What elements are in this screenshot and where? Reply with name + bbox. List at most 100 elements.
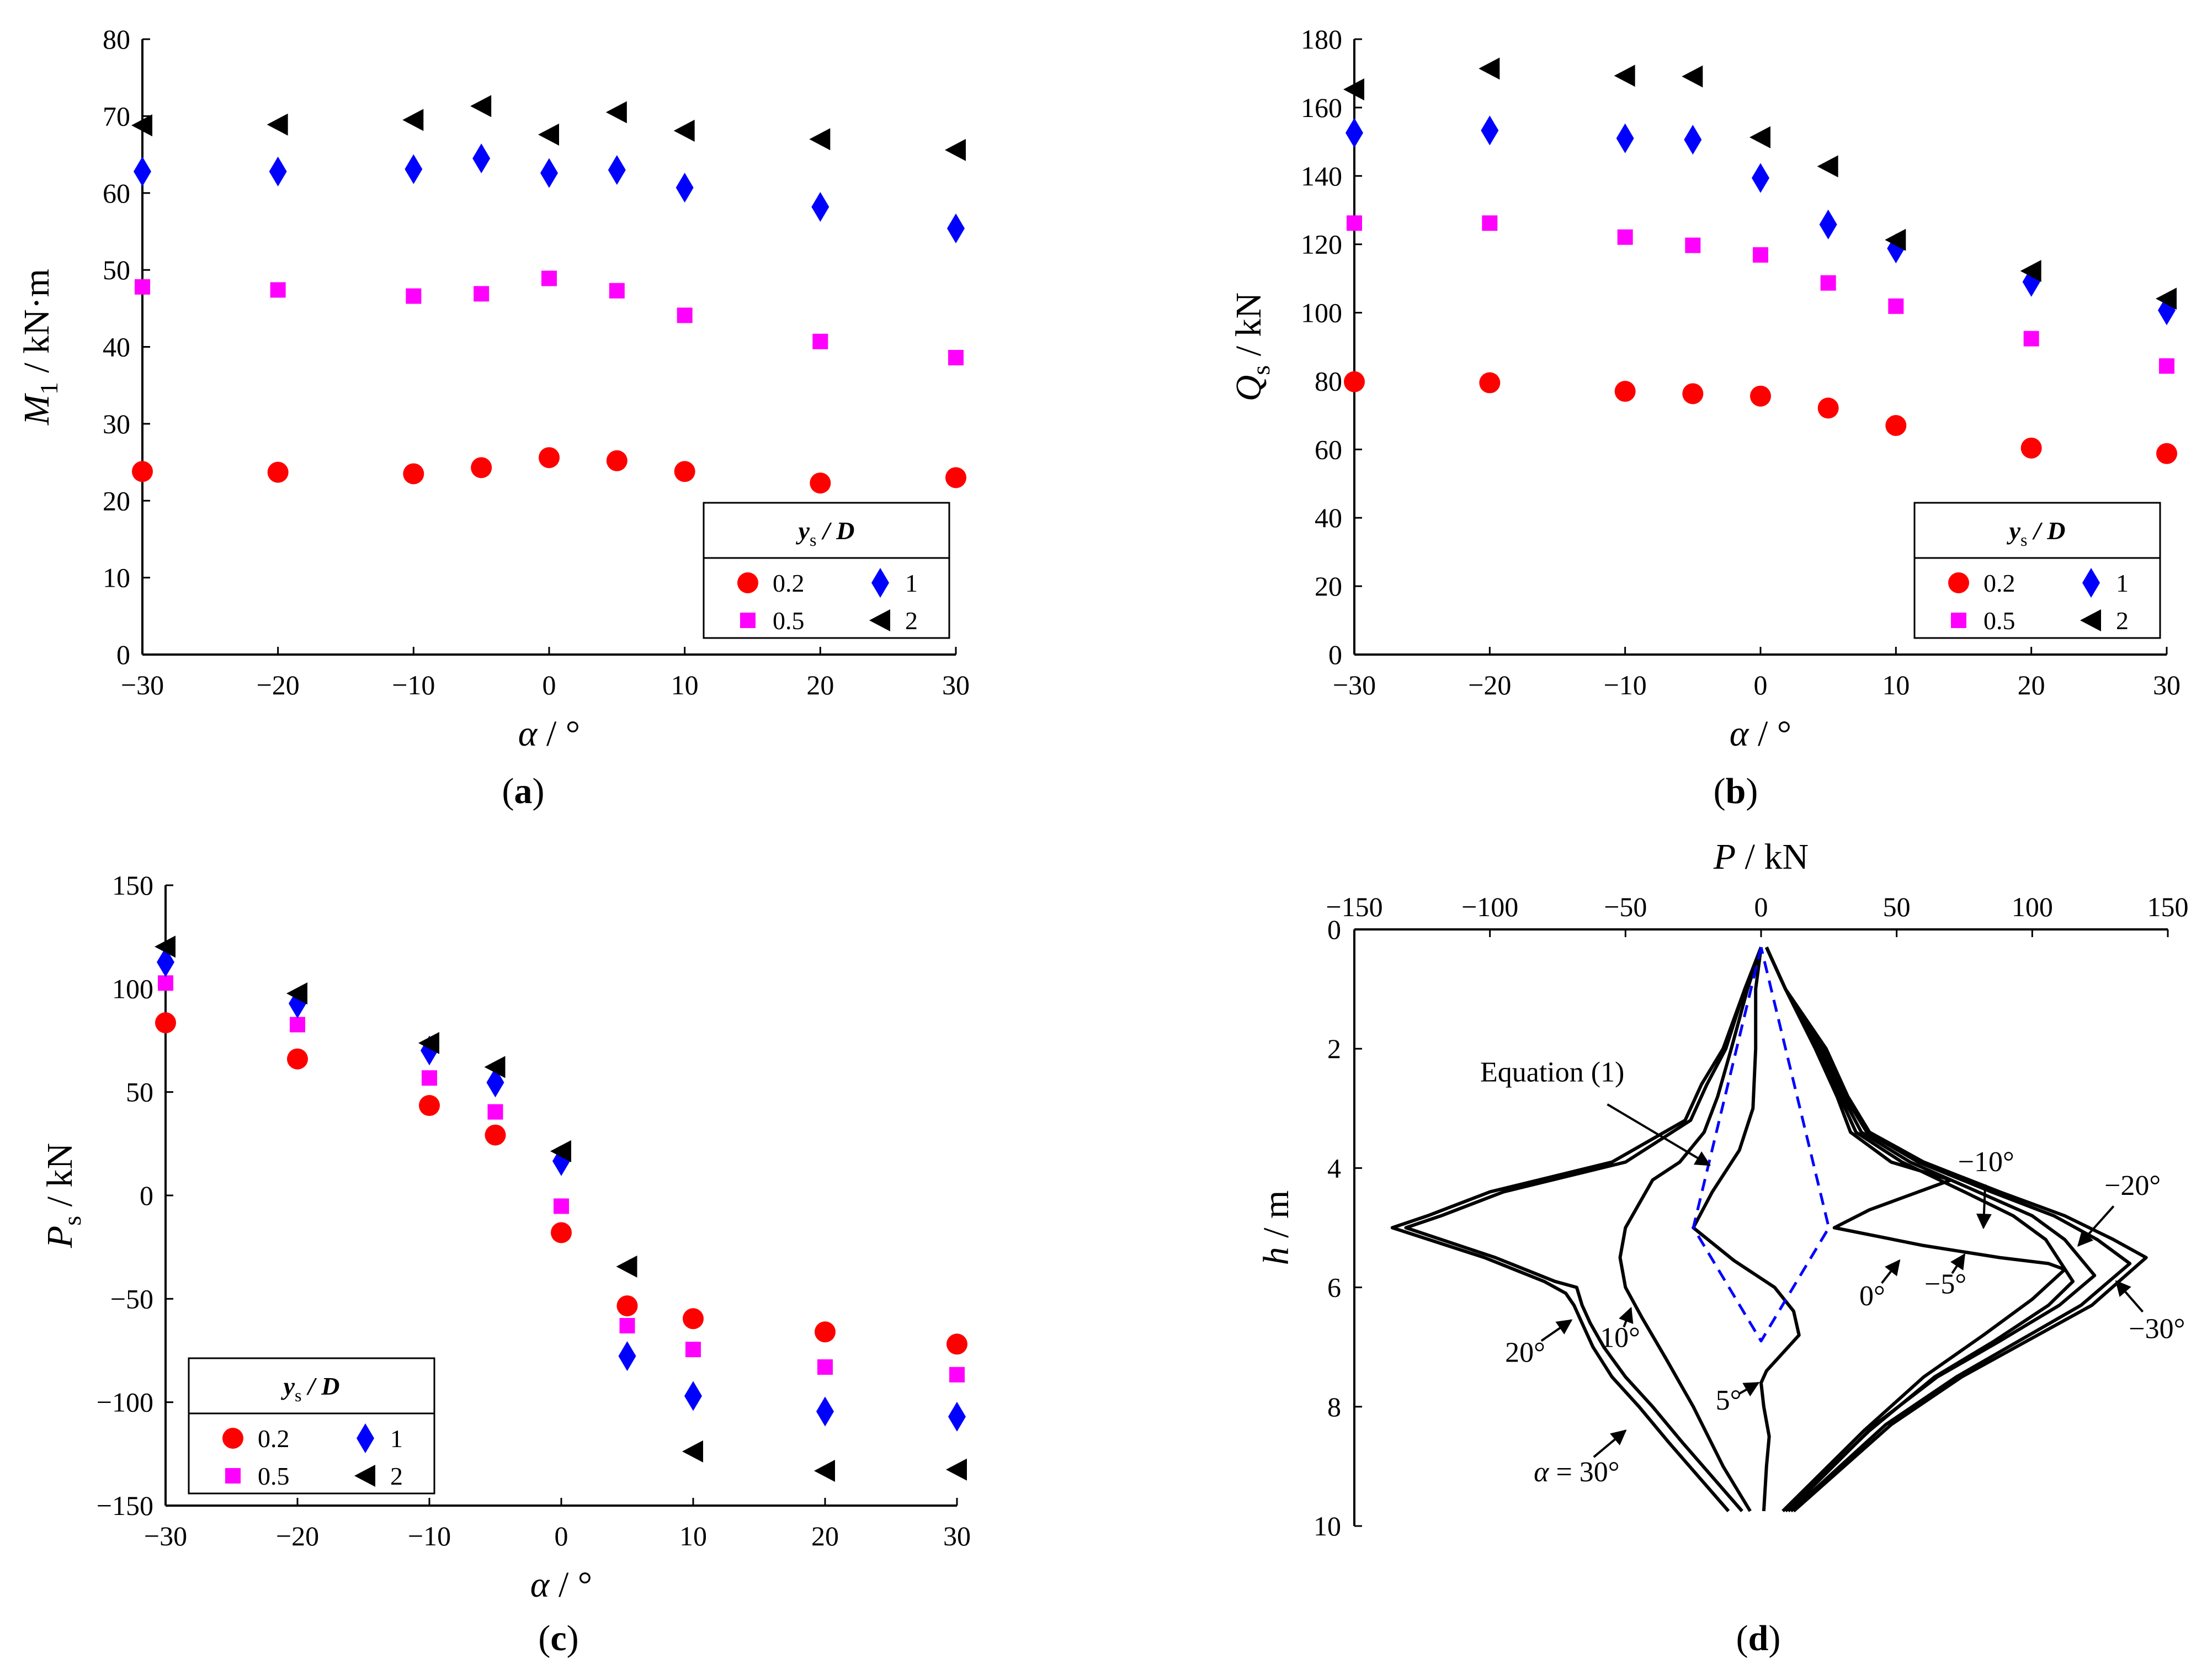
data-point	[677, 307, 693, 323]
data-point	[606, 450, 627, 471]
y-tick-label: 100	[112, 973, 153, 1004]
data-point	[471, 457, 492, 479]
y-tick-label: 40	[103, 332, 130, 363]
curve-Equation (1)	[1692, 947, 1831, 1343]
legend-title-main: y	[796, 517, 810, 545]
y-tick-label: 0	[1327, 914, 1341, 945]
data-point	[619, 1318, 635, 1334]
data-point	[135, 279, 150, 295]
data-point	[673, 119, 695, 142]
x-axis-label-unit: / °	[537, 714, 580, 754]
data-point	[1482, 215, 1498, 231]
x-tick-label: 0	[1754, 669, 1768, 700]
legend-entry-1: 1	[390, 1424, 403, 1453]
data-point	[1616, 123, 1634, 153]
data-point	[540, 158, 558, 188]
legend-marker-0.5	[1951, 613, 1966, 628]
legend-title: ys / D	[2007, 517, 2066, 550]
data-point	[1346, 118, 1363, 148]
x-tick-label: 150	[2147, 891, 2189, 922]
annotation-arrow	[2077, 1205, 2115, 1247]
data-point	[684, 1381, 702, 1411]
x-axis-label: α / °	[530, 1565, 592, 1605]
legend-entry-0.2: 0.2	[773, 569, 805, 597]
data-point	[682, 1440, 703, 1463]
data-point	[946, 1458, 967, 1481]
legend: ys / D 0.2 0.5 1 2	[703, 502, 950, 639]
legend-entry-0.2: 0.2	[1983, 569, 2015, 597]
x-tick-label: −50	[1604, 891, 1647, 922]
data-point	[267, 113, 288, 136]
y-tick-label: 0	[1328, 639, 1342, 670]
x-tick-label: −30	[144, 1520, 187, 1551]
annotation-arrow	[1738, 1381, 1760, 1397]
y-tick-label: 6	[1327, 1272, 1341, 1303]
data-point	[2020, 259, 2041, 282]
curve-−30°	[1765, 947, 2148, 1513]
data-point	[155, 1012, 176, 1034]
annotation-label: 0°	[1859, 1280, 1885, 1312]
data-point	[550, 1140, 571, 1162]
x-tick-label: 30	[2153, 669, 2181, 700]
y-axis-label-unit: / kN·m	[17, 269, 57, 382]
x-tick-label: 10	[679, 1520, 707, 1551]
annotation-arrow	[1607, 1103, 1711, 1166]
data-point	[946, 1333, 967, 1355]
y-tick-label: 10	[103, 562, 130, 593]
panel-label-letter: c	[550, 1618, 566, 1658]
panel-label-close: )	[1768, 1618, 1780, 1658]
data-point	[403, 463, 424, 485]
annotation-arrow	[1950, 1253, 1966, 1274]
data-point	[1481, 115, 1499, 146]
data-point	[551, 1222, 572, 1243]
data-point	[269, 156, 287, 187]
data-point	[131, 114, 152, 137]
curve-20°	[1404, 947, 1763, 1512]
legend-marker-1	[2082, 568, 2100, 598]
data-point	[472, 143, 491, 174]
data-point	[814, 1460, 835, 1482]
x-tick-label: 30	[942, 669, 970, 700]
annotation-value: = 30°	[1549, 1456, 1619, 1488]
data-point	[419, 1095, 440, 1117]
x-tick-label: −10	[408, 1520, 451, 1551]
series-0.2	[155, 1012, 967, 1355]
data-point	[554, 1198, 569, 1214]
data-point	[947, 213, 965, 243]
y-axis-label-subscript: s	[58, 1216, 86, 1226]
x-tick-label: 20	[2018, 669, 2045, 700]
data-point	[539, 447, 560, 469]
legend-entry-2: 2	[2116, 607, 2129, 635]
legend-title: ys / D	[796, 517, 855, 550]
data-point	[683, 1308, 704, 1330]
y-axis-label-unit: / kN	[40, 1143, 80, 1216]
series-0.5	[135, 270, 964, 366]
data-point	[132, 461, 153, 482]
data-point	[134, 156, 151, 187]
x-axis-label-symbol: α	[518, 714, 538, 754]
data-point	[1344, 371, 1365, 392]
legend-marker-0.2	[1948, 572, 1969, 593]
curve-10°	[1618, 947, 1763, 1512]
y-tick-label: 70	[103, 100, 130, 131]
data-point	[1682, 65, 1703, 88]
series-2	[1343, 57, 2177, 310]
legend-title-rest: / D	[301, 1372, 339, 1400]
x-tick-label: 0	[1754, 891, 1768, 922]
data-point	[945, 467, 966, 488]
panel-label-close: )	[1746, 771, 1758, 811]
x-tick-label: 50	[1883, 891, 1911, 922]
legend-marker-2	[354, 1465, 375, 1487]
x-tick-label: −10	[1604, 669, 1647, 700]
y-axis-label-subscript: 1	[35, 382, 63, 395]
data-point	[816, 1396, 834, 1427]
legend-title-rest: / D	[2027, 517, 2065, 545]
data-point	[1817, 397, 1839, 419]
y-tick-label: 0	[116, 639, 130, 670]
annotation-symbol: α	[1534, 1456, 1550, 1488]
x-tick-label: 0	[543, 669, 556, 700]
data-point	[484, 1056, 506, 1078]
panel-label: (b)	[1714, 771, 1758, 811]
legend: ys / D 0.2 0.5 1 2	[1913, 502, 2161, 639]
